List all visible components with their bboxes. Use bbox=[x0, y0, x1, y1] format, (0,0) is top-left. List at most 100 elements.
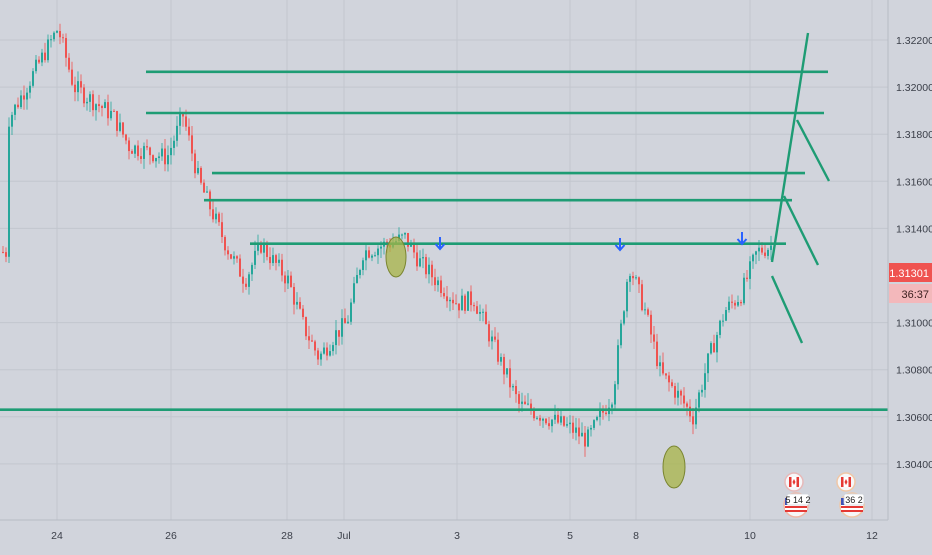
candle bbox=[128, 137, 130, 160]
candle bbox=[254, 240, 256, 269]
candle bbox=[665, 373, 667, 380]
candle bbox=[413, 238, 415, 259]
candle bbox=[224, 235, 226, 256]
candle bbox=[545, 418, 547, 425]
candle bbox=[41, 48, 43, 67]
candle bbox=[563, 415, 565, 428]
candle bbox=[290, 271, 292, 288]
candle bbox=[587, 426, 589, 448]
candle bbox=[722, 314, 724, 327]
candle bbox=[20, 90, 22, 109]
highlight-ellipse[interactable] bbox=[385, 236, 407, 278]
candle bbox=[554, 404, 556, 424]
candle bbox=[233, 251, 235, 265]
candle bbox=[425, 253, 427, 279]
price-tick-label: 1.31600 bbox=[896, 176, 932, 188]
candle bbox=[569, 415, 571, 434]
annotations[interactable] bbox=[385, 232, 748, 489]
candle bbox=[305, 316, 307, 340]
candle bbox=[191, 126, 193, 162]
candle bbox=[113, 109, 115, 112]
candle bbox=[572, 415, 574, 439]
candle bbox=[83, 84, 85, 108]
candle bbox=[17, 97, 19, 109]
projection-line[interactable] bbox=[770, 275, 804, 344]
candle bbox=[680, 389, 682, 405]
candle bbox=[377, 245, 379, 264]
candle bbox=[329, 344, 331, 357]
candle bbox=[365, 244, 367, 271]
candle bbox=[284, 271, 286, 293]
candle bbox=[68, 53, 70, 73]
candle bbox=[767, 247, 769, 260]
candle bbox=[455, 294, 457, 305]
candle bbox=[626, 278, 628, 318]
candle bbox=[101, 104, 103, 117]
candle bbox=[401, 233, 403, 240]
candle bbox=[95, 103, 97, 121]
candle bbox=[32, 68, 34, 88]
candle bbox=[371, 254, 373, 262]
price-tick-label: 1.30400 bbox=[896, 459, 932, 471]
candle bbox=[674, 382, 676, 405]
projection-line[interactable] bbox=[770, 32, 810, 263]
candle bbox=[104, 99, 106, 109]
candle bbox=[635, 274, 637, 280]
candle bbox=[248, 271, 250, 295]
candle bbox=[77, 71, 79, 102]
candle bbox=[482, 308, 484, 322]
candle bbox=[647, 307, 649, 317]
candle bbox=[89, 91, 91, 113]
projection-lines[interactable] bbox=[770, 32, 831, 344]
arrow-down-icon[interactable] bbox=[434, 237, 446, 251]
horizontal-levels[interactable] bbox=[0, 70, 888, 412]
candlesticks bbox=[2, 23, 772, 457]
candle bbox=[503, 353, 505, 385]
candle bbox=[650, 310, 652, 343]
canada-flag-icon bbox=[841, 477, 844, 487]
candle bbox=[170, 137, 172, 165]
candle bbox=[581, 422, 583, 437]
candle bbox=[770, 235, 772, 261]
highlight-ellipse[interactable] bbox=[662, 445, 686, 489]
candle bbox=[443, 287, 445, 299]
event-badge-2[interactable]: 36 2 bbox=[836, 472, 865, 518]
candle bbox=[437, 276, 439, 292]
candle bbox=[617, 339, 619, 390]
candle bbox=[623, 310, 625, 326]
candle bbox=[746, 270, 748, 282]
candle bbox=[8, 117, 10, 264]
candle bbox=[350, 298, 352, 325]
candle bbox=[173, 135, 175, 156]
candle bbox=[23, 85, 25, 110]
price-axis[interactable]: 1.32200 1.32000 1.31800 1.31600 1.31400 1.310… bbox=[887, 0, 932, 520]
time-axis[interactable]: 24 26 28 Jul 3 5 8 10 12 bbox=[0, 519, 888, 542]
arrow-down-icon[interactable] bbox=[614, 238, 626, 252]
candle bbox=[407, 232, 409, 252]
candle bbox=[314, 339, 316, 356]
candle bbox=[428, 257, 430, 284]
candle bbox=[692, 408, 694, 435]
candle bbox=[71, 61, 73, 87]
candle bbox=[341, 309, 343, 345]
projection-line[interactable] bbox=[795, 119, 831, 182]
price-tick-label: 1.31400 bbox=[896, 223, 932, 235]
arrow-down-icon[interactable] bbox=[736, 232, 748, 246]
time-tick-label: 3 bbox=[454, 530, 460, 542]
candle bbox=[527, 393, 529, 406]
candle bbox=[695, 398, 697, 429]
projection-line[interactable] bbox=[782, 195, 820, 266]
candle bbox=[644, 302, 646, 315]
candle bbox=[182, 113, 184, 127]
candle bbox=[509, 359, 511, 398]
candle bbox=[656, 333, 658, 370]
candle bbox=[38, 56, 40, 65]
candle bbox=[560, 410, 562, 426]
candle bbox=[374, 251, 376, 257]
candle bbox=[362, 257, 364, 276]
event-badge-1[interactable]: 5 14 2 bbox=[783, 472, 811, 518]
candle bbox=[599, 402, 601, 426]
time-tick-label: 26 bbox=[165, 530, 177, 542]
